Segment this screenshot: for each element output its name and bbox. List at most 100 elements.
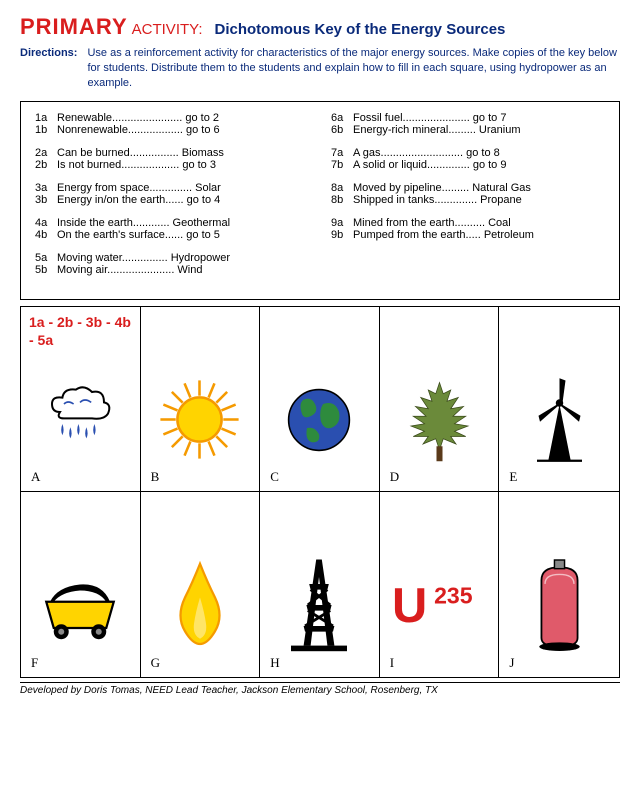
key-row: 2aCan be burned................ Biomass <box>35 147 309 159</box>
directions-text: Use as a reinforcement activity for char… <box>87 46 620 91</box>
key-id: 2b <box>35 159 57 171</box>
grid-cell: E <box>499 307 619 492</box>
grid-cell: C <box>260 307 380 492</box>
key-id: 4b <box>35 229 57 241</box>
key-text: Fossil fuel...................... go to … <box>353 112 506 124</box>
key-row: 3bEnergy in/on the earth...... go to 4 <box>35 194 309 206</box>
cell-label: A <box>25 469 136 487</box>
key-row: 8bShipped in tanks.............. Propane <box>331 194 605 206</box>
key-group: 6aFossil fuel...................... go t… <box>331 112 605 136</box>
flame-icon <box>145 556 256 655</box>
grid-cell: D <box>380 307 500 492</box>
key-id: 1b <box>35 124 57 136</box>
key-row: 7bA solid or liquid.............. go to … <box>331 159 605 171</box>
key-id: 3b <box>35 194 57 206</box>
key-id: 2a <box>35 147 57 159</box>
cell-label: E <box>503 469 615 487</box>
key-text: Moving water............... Hydropower <box>57 252 230 264</box>
key-id: 6b <box>331 124 353 136</box>
windmill-icon <box>503 371 615 469</box>
cell-answer <box>503 496 615 556</box>
grid-cell: B <box>141 307 261 492</box>
grid-cell: G <box>141 492 261 677</box>
cell-label: J <box>503 655 615 673</box>
key-row: 4bOn the earth's surface...... go to 5 <box>35 229 309 241</box>
svg-text:U: U <box>392 579 427 633</box>
key-group: 9aMined from the earth.......... Coal9bP… <box>331 217 605 241</box>
key-row: 2bIs not burned................... go to… <box>35 159 309 171</box>
grid-cell: H <box>260 492 380 677</box>
key-group: 5aMoving water............... Hydropower… <box>35 252 309 276</box>
worksheet-header: PRIMARY ACTIVITY: Dichotomous Key of the… <box>20 14 620 91</box>
cell-answer: 1a - 2b - 3b - 4b - 5a <box>25 311 136 371</box>
key-id: 7b <box>331 159 353 171</box>
key-id: 9a <box>331 217 353 229</box>
cell-label: F <box>25 655 136 673</box>
key-id: 6a <box>331 112 353 124</box>
cell-label: G <box>145 655 256 673</box>
grid-cell: J <box>499 492 619 677</box>
key-text: Is not burned................... go to 3 <box>57 159 216 171</box>
cell-label: D <box>384 469 495 487</box>
key-row: 9aMined from the earth.......... Coal <box>331 217 605 229</box>
cell-answer <box>264 496 375 555</box>
key-col-left: 1aRenewable....................... go to… <box>35 112 309 287</box>
key-text: On the earth's surface...... go to 5 <box>57 229 220 241</box>
key-id: 8b <box>331 194 353 206</box>
sun-icon <box>145 371 256 469</box>
key-row: 7aA gas........................... go to… <box>331 147 605 159</box>
cell-answer <box>145 311 256 371</box>
key-text: Mined from the earth.......... Coal <box>353 217 511 229</box>
cell-answer <box>25 496 136 556</box>
answer-grid: 1a - 2b - 3b - 4b - 5aABCDEFGHU235IJ <box>20 306 620 678</box>
tree-icon <box>384 371 495 469</box>
key-row: 1bNonrenewable.................. go to 6 <box>35 124 309 136</box>
key-row: 9bPumped from the earth..... Petroleum <box>331 229 605 241</box>
key-text: Moving air...................... Wind <box>57 264 203 276</box>
key-text: Moved by pipeline......... Natural Gas <box>353 182 531 194</box>
key-row: 5aMoving water............... Hydropower <box>35 252 309 264</box>
cell-label: C <box>264 469 375 487</box>
grid-cell: 1a - 2b - 3b - 4b - 5a A <box>21 307 141 492</box>
cell-answer <box>264 311 375 371</box>
directions-label: Directions: <box>20 46 77 91</box>
key-group: 8aMoved by pipeline......... Natural Gas… <box>331 182 605 206</box>
key-text: Pumped from the earth..... Petroleum <box>353 229 534 241</box>
key-text: Shipped in tanks.............. Propane <box>353 194 522 206</box>
cell-label: H <box>264 655 375 673</box>
key-id: 1a <box>35 112 57 124</box>
footer-credit: Developed by Doris Tomas, NEED Lead Teac… <box>20 682 620 696</box>
key-row: 4aInside the earth............ Geotherma… <box>35 217 309 229</box>
cell-answer <box>503 311 615 371</box>
cell-answer <box>384 496 495 556</box>
key-text: Nonrenewable.................. go to 6 <box>57 124 220 136</box>
coal-cart-icon <box>25 556 136 655</box>
key-group: 7aA gas........................... go to… <box>331 147 605 171</box>
key-id: 9b <box>331 229 353 241</box>
dichotomous-key-box: 1aRenewable....................... go to… <box>20 101 620 300</box>
grid-cell: F <box>21 492 141 677</box>
directions: Directions: Use as a reinforcement activ… <box>20 46 620 91</box>
cloud-rain-icon <box>25 371 136 469</box>
key-id: 5a <box>35 252 57 264</box>
key-text: A solid or liquid.............. go to 9 <box>353 159 506 171</box>
key-row: 3aEnergy from space.............. Solar <box>35 182 309 194</box>
key-text: Renewable....................... go to 2 <box>57 112 219 124</box>
key-group: 1aRenewable....................... go to… <box>35 112 309 136</box>
key-text: Energy-rich mineral......... Uranium <box>353 124 521 136</box>
key-row: 6aFossil fuel...................... go t… <box>331 112 605 124</box>
key-group: 3aEnergy from space.............. Solar3… <box>35 182 309 206</box>
title-activity: ACTIVITY: <box>132 21 203 38</box>
key-group: 2aCan be burned................ Biomass2… <box>35 147 309 171</box>
title-primary: PRIMARY <box>20 14 128 40</box>
globe-icon <box>264 371 375 469</box>
key-id: 7a <box>331 147 353 159</box>
key-row: 5bMoving air...................... Wind <box>35 264 309 276</box>
oil-derrick-icon <box>264 555 375 655</box>
cell-answer <box>384 311 495 371</box>
key-group: 4aInside the earth............ Geotherma… <box>35 217 309 241</box>
key-text: Can be burned................ Biomass <box>57 147 224 159</box>
tank-icon <box>503 556 615 655</box>
key-row: 1aRenewable....................... go to… <box>35 112 309 124</box>
cell-answer <box>145 496 256 556</box>
